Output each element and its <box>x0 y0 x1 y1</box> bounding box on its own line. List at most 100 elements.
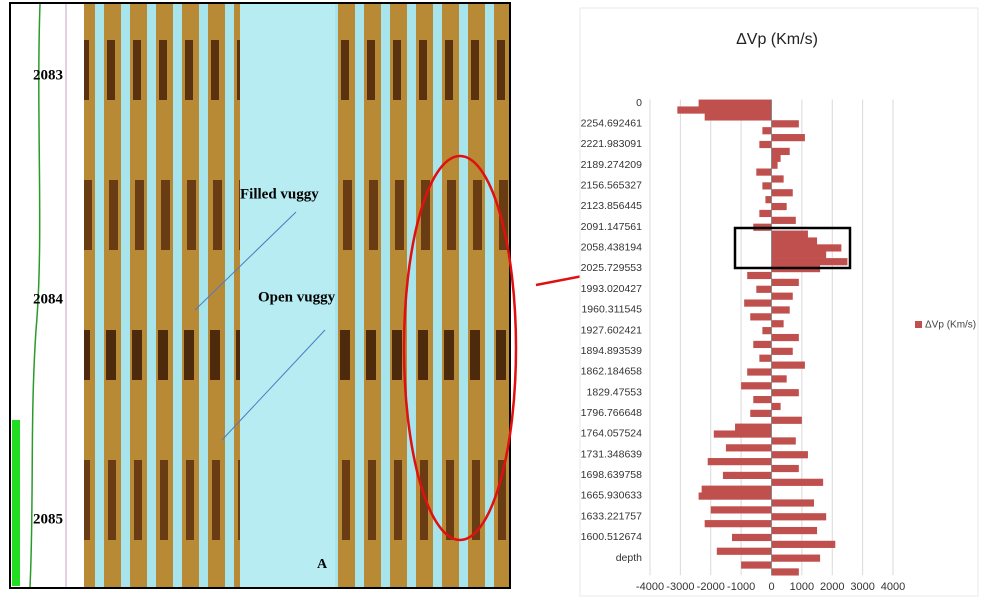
bar <box>772 499 815 506</box>
bar <box>699 100 772 107</box>
bar <box>726 444 772 451</box>
bar <box>747 368 771 375</box>
bar <box>772 120 799 127</box>
y-tick-label: 1665.930633 <box>581 490 642 502</box>
bar <box>772 189 793 196</box>
y-tick-label: depth <box>616 552 642 564</box>
bar <box>772 389 799 396</box>
bar <box>772 555 821 562</box>
bar <box>772 541 836 548</box>
bar <box>772 148 790 155</box>
x-tick-label: -4000 <box>636 581 664 593</box>
y-tick-label: 1698.639758 <box>581 469 642 481</box>
x-tick-label: 2000 <box>820 581 844 593</box>
bar <box>750 313 771 320</box>
bar <box>772 451 808 458</box>
x-tick-label: -1000 <box>727 581 755 593</box>
bar <box>772 417 802 424</box>
bar <box>772 175 784 182</box>
bar <box>753 341 771 348</box>
y-tick-label: 2189.274209 <box>581 159 642 171</box>
page: 2083 2084 2085 Filled vuggy Open vuggy A… <box>0 0 981 600</box>
bar <box>772 527 818 534</box>
x-tick-label: 1000 <box>790 581 814 593</box>
bar <box>772 231 808 238</box>
bar <box>759 210 771 217</box>
y-tick-label: 1894.893539 <box>581 345 642 357</box>
x-tick-label: -3000 <box>666 581 694 593</box>
y-tick-label: 2254.692461 <box>581 117 642 129</box>
depth-label: 2085 <box>33 511 63 527</box>
y-tick-label: 1796.766648 <box>581 407 642 419</box>
annotation: Filled vuggy <box>240 186 319 202</box>
annotation: Open vuggy <box>258 289 336 305</box>
y-tick-label: 2091.147561 <box>581 221 642 233</box>
bar <box>772 568 799 575</box>
bar <box>772 513 827 520</box>
bar <box>756 286 771 293</box>
y-tick-label: 1862.184658 <box>581 366 642 378</box>
legend-swatch <box>915 321 922 328</box>
bar <box>756 168 771 175</box>
bar <box>705 113 772 120</box>
y-tick-label: 1927.602421 <box>581 324 642 336</box>
bar <box>714 430 772 437</box>
bar <box>762 127 771 134</box>
bar <box>772 479 824 486</box>
bar <box>677 106 771 113</box>
bar <box>772 403 781 410</box>
bar <box>772 155 781 162</box>
bar <box>772 362 805 369</box>
bar <box>772 244 842 251</box>
depth-label: 2084 <box>33 291 64 307</box>
y-tick-label: 2025.729553 <box>581 262 642 274</box>
bar <box>772 237 818 244</box>
panel-letter: A <box>317 557 328 572</box>
depth-label: 2083 <box>33 67 63 83</box>
bar <box>747 272 771 279</box>
y-tick-label: 1993.020427 <box>581 283 642 295</box>
bar <box>705 520 772 527</box>
bar <box>772 348 793 355</box>
bar <box>772 437 796 444</box>
y-tick-label: 2058.438194 <box>581 242 642 254</box>
y-tick-label: 1764.057524 <box>581 428 642 440</box>
y-tick-label: 2221.983091 <box>581 138 642 150</box>
bar <box>753 396 771 403</box>
bar <box>750 410 771 417</box>
y-tick-label: 1600.512674 <box>581 531 642 543</box>
figure: 2083 2084 2085 Filled vuggy Open vuggy A… <box>0 0 981 600</box>
y-tick-label: 0 <box>636 97 642 109</box>
y-tick-label: 1960.311545 <box>581 304 642 316</box>
bar <box>699 493 772 500</box>
x-tick-label: 4000 <box>881 581 905 593</box>
bar <box>741 382 771 389</box>
bar <box>772 306 790 313</box>
y-tick-label: 1829.47553 <box>587 386 643 398</box>
bar <box>723 472 772 479</box>
bar <box>772 293 793 300</box>
bar <box>735 424 771 431</box>
bar <box>772 162 778 169</box>
y-tick-label: 1731.348639 <box>581 448 642 460</box>
bar <box>765 196 771 203</box>
y-tick-label: 1633.221757 <box>581 510 642 522</box>
bar <box>711 506 772 513</box>
bar <box>759 355 771 362</box>
bar <box>772 258 848 265</box>
bar <box>702 486 772 493</box>
bar <box>772 217 796 224</box>
bar <box>772 279 799 286</box>
chart-title: ΔVp (Km/s) <box>736 31 818 48</box>
legend-label: ΔVp (Km/s) <box>925 320 976 331</box>
bar <box>708 458 772 465</box>
x-tick-label: -2000 <box>697 581 725 593</box>
y-tick-label: 2156.565327 <box>581 180 642 192</box>
bar <box>744 299 771 306</box>
bar <box>732 534 771 541</box>
bar <box>772 251 827 258</box>
bar <box>772 203 787 210</box>
bar <box>759 141 771 148</box>
bar <box>717 548 772 555</box>
bar <box>741 561 771 568</box>
